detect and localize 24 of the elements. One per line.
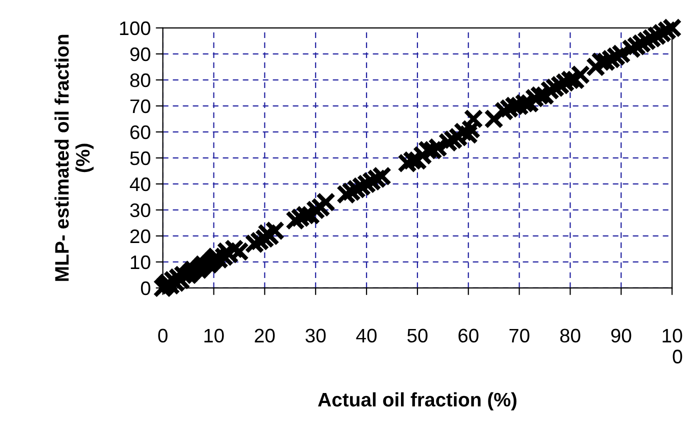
y-tick-label: 10 xyxy=(130,255,150,270)
x-tick-label: 50 xyxy=(407,328,428,343)
y-tick-label: 40 xyxy=(130,177,150,192)
x-tick-label: 20 xyxy=(254,328,275,343)
x-tick-label: 10 xyxy=(204,328,224,343)
x-tick-label: 40 xyxy=(356,328,377,343)
y-axis-title: MLP- estimated oil fraction (%) xyxy=(54,34,94,281)
x-tick-label: 10 0 xyxy=(662,328,682,364)
y-tick-label: 90 xyxy=(130,47,150,62)
y-tick-label: 30 xyxy=(130,203,150,218)
x-tick-label: 60 xyxy=(458,328,478,343)
x-tick-label: 30 xyxy=(306,328,326,343)
y-tick-label: 70 xyxy=(130,99,150,114)
y-tick-label: 0 xyxy=(140,281,150,296)
y-tick-label: 60 xyxy=(130,125,150,140)
y-tick-label: 100 xyxy=(120,21,150,36)
y-tick-label: 80 xyxy=(130,73,150,88)
x-axis-title: Actual oil fraction (%) xyxy=(318,392,516,410)
x-tick-label: 0 xyxy=(158,328,168,343)
y-tick-label: 50 xyxy=(130,151,150,166)
x-tick-label: 70 xyxy=(509,328,530,343)
y-tick-label: 20 xyxy=(130,229,150,244)
x-tick-label: 90 xyxy=(611,328,632,343)
x-tick-label: 80 xyxy=(560,328,580,343)
